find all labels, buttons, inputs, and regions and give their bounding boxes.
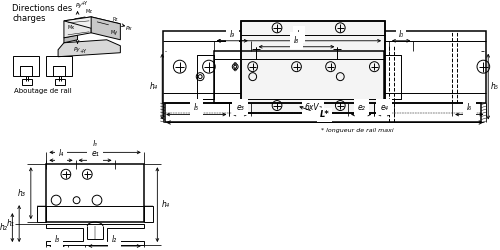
Text: e₂: e₂ (358, 102, 365, 112)
Text: l₇: l₇ (296, 30, 302, 39)
Text: l₃: l₃ (54, 235, 60, 244)
Text: h₃: h₃ (18, 189, 26, 198)
Text: Mz: Mz (86, 9, 92, 14)
Text: My: My (110, 30, 118, 35)
Polygon shape (64, 17, 91, 38)
Text: Directions des
charges: Directions des charges (12, 4, 72, 23)
Text: l₆: l₆ (466, 102, 472, 112)
Text: l₁: l₁ (92, 140, 98, 149)
Text: h₂: h₂ (0, 223, 8, 232)
Bar (214, 51, 384, 102)
Text: h₄: h₄ (150, 82, 158, 91)
Text: e₃: e₃ (236, 102, 244, 112)
Text: h₄: h₄ (162, 200, 170, 209)
Text: Py: Py (74, 47, 80, 52)
Bar (22, 79, 32, 84)
Polygon shape (91, 17, 120, 40)
Bar (197, 55, 214, 98)
Text: l₂: l₂ (112, 235, 117, 244)
Text: e₄: e₄ (380, 102, 388, 112)
Bar (46, 164, 144, 222)
Bar (163, 31, 486, 102)
Bar (241, 21, 385, 112)
Polygon shape (58, 40, 120, 57)
Polygon shape (64, 35, 78, 43)
Text: +Y: +Y (80, 49, 86, 54)
Bar (241, 21, 385, 112)
Bar (144, 206, 154, 222)
Text: L*: L* (320, 110, 330, 120)
Bar (384, 55, 400, 98)
Text: h₁: h₁ (6, 219, 14, 228)
Text: e₁: e₁ (91, 149, 99, 158)
Bar (36, 206, 46, 222)
Polygon shape (64, 17, 120, 29)
Text: l₈: l₈ (294, 36, 299, 45)
Text: l₉: l₉ (230, 30, 235, 39)
Bar (14, 56, 38, 76)
Text: Pz: Pz (112, 17, 118, 22)
Text: l₀: l₀ (398, 30, 404, 39)
Text: l₅: l₅ (194, 102, 199, 112)
Text: Px: Px (126, 26, 133, 31)
Text: l₄: l₄ (58, 149, 64, 158)
Text: h₅: h₅ (491, 82, 499, 91)
Text: Py: Py (76, 3, 82, 8)
Text: 6xV₂: 6xV₂ (304, 102, 322, 112)
Text: +Y: +Y (80, 1, 87, 6)
Bar (55, 79, 65, 84)
Text: * longueur de rail maxi: * longueur de rail maxi (321, 128, 394, 134)
Text: Mx: Mx (68, 25, 75, 30)
Text: Aboutage de rail: Aboutage de rail (14, 88, 72, 94)
Bar (165, 102, 482, 122)
Bar (46, 56, 72, 76)
Bar (20, 66, 32, 76)
Bar (53, 66, 65, 76)
